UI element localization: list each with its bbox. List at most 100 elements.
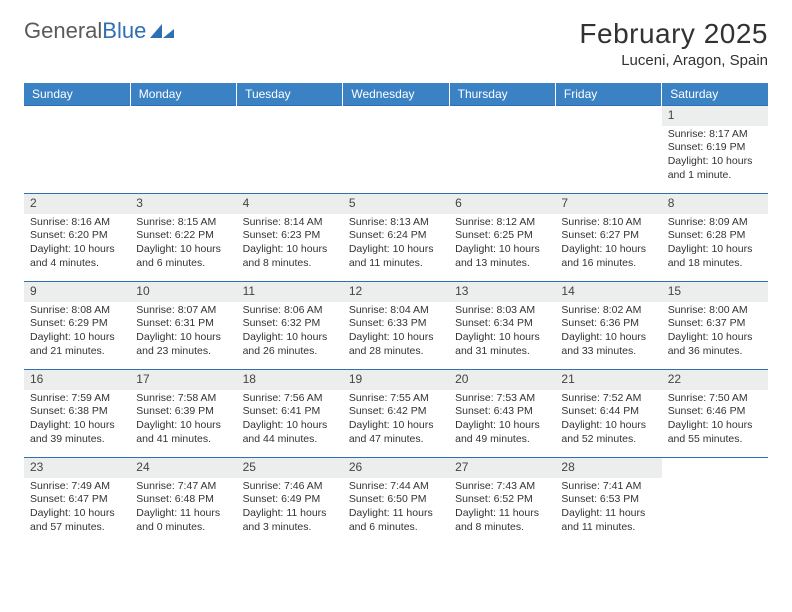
day-body: Sunrise: 8:02 AMSunset: 6:36 PMDaylight:… [555,302,661,363]
day-body: Sunrise: 7:43 AMSunset: 6:52 PMDaylight:… [449,478,555,539]
daylight-line: Daylight: 10 hours and 21 minutes. [30,331,124,358]
day-number: 23 [24,458,130,478]
daylight-line: Daylight: 10 hours and 13 minutes. [455,243,549,270]
day-number: 24 [130,458,236,478]
sunset-line: Sunset: 6:52 PM [455,493,549,507]
calendar-cell: 26Sunrise: 7:44 AMSunset: 6:50 PMDayligh… [343,458,449,546]
daylight-line: Daylight: 10 hours and 26 minutes. [243,331,337,358]
day-body: Sunrise: 8:06 AMSunset: 6:32 PMDaylight:… [237,302,343,363]
sunset-line: Sunset: 6:25 PM [455,229,549,243]
day-body: Sunrise: 7:59 AMSunset: 6:38 PMDaylight:… [24,390,130,451]
calendar-cell: 25Sunrise: 7:46 AMSunset: 6:49 PMDayligh… [237,458,343,546]
calendar-cell: 9Sunrise: 8:08 AMSunset: 6:29 PMDaylight… [24,282,130,370]
day-number: 9 [24,282,130,302]
weekday-header: Monday [130,83,236,106]
weekday-header: Friday [555,83,661,106]
calendar-cell: 24Sunrise: 7:47 AMSunset: 6:48 PMDayligh… [130,458,236,546]
calendar-cell [237,106,343,194]
sunset-line: Sunset: 6:23 PM [243,229,337,243]
day-number: 25 [237,458,343,478]
calendar-cell: 13Sunrise: 8:03 AMSunset: 6:34 PMDayligh… [449,282,555,370]
day-body: Sunrise: 7:58 AMSunset: 6:39 PMDaylight:… [130,390,236,451]
sunrise-line: Sunrise: 8:08 AM [30,304,124,318]
header: GeneralBlue February 2025 Luceni, Aragon… [24,18,768,69]
daylight-line: Daylight: 10 hours and 28 minutes. [349,331,443,358]
logo-sail-icon [148,22,176,40]
day-body: Sunrise: 8:00 AMSunset: 6:37 PMDaylight:… [662,302,768,363]
daylight-line: Daylight: 10 hours and 1 minute. [668,155,762,182]
sunrise-line: Sunrise: 8:17 AM [668,128,762,142]
calendar-cell: 18Sunrise: 7:56 AMSunset: 6:41 PMDayligh… [237,370,343,458]
sunset-line: Sunset: 6:38 PM [30,405,124,419]
weekday-header: Sunday [24,83,130,106]
sunset-line: Sunset: 6:39 PM [136,405,230,419]
day-number: 14 [555,282,661,302]
day-number: 2 [24,194,130,214]
sunset-line: Sunset: 6:41 PM [243,405,337,419]
calendar-cell [555,106,661,194]
logo-word-blue: Blue [102,18,146,44]
calendar-cell: 22Sunrise: 7:50 AMSunset: 6:46 PMDayligh… [662,370,768,458]
sunset-line: Sunset: 6:36 PM [561,317,655,331]
day-body: Sunrise: 7:49 AMSunset: 6:47 PMDaylight:… [24,478,130,539]
weekday-header: Saturday [662,83,768,106]
calendar-cell [130,106,236,194]
sunrise-line: Sunrise: 7:49 AM [30,480,124,494]
day-number: 4 [237,194,343,214]
sunrise-line: Sunrise: 8:04 AM [349,304,443,318]
sunset-line: Sunset: 6:27 PM [561,229,655,243]
calendar-body: 1Sunrise: 8:17 AMSunset: 6:19 PMDaylight… [24,106,768,546]
sunrise-line: Sunrise: 7:41 AM [561,480,655,494]
calendar-cell: 1Sunrise: 8:17 AMSunset: 6:19 PMDaylight… [662,106,768,194]
calendar-row: 9Sunrise: 8:08 AMSunset: 6:29 PMDaylight… [24,282,768,370]
title-block: February 2025 Luceni, Aragon, Spain [579,18,768,69]
calendar-cell [449,106,555,194]
calendar-cell: 10Sunrise: 8:07 AMSunset: 6:31 PMDayligh… [130,282,236,370]
day-number: 22 [662,370,768,390]
calendar-cell: 2Sunrise: 8:16 AMSunset: 6:20 PMDaylight… [24,194,130,282]
day-body: Sunrise: 8:16 AMSunset: 6:20 PMDaylight:… [24,214,130,275]
day-number: 28 [555,458,661,478]
sunrise-line: Sunrise: 7:43 AM [455,480,549,494]
daylight-line: Daylight: 10 hours and 41 minutes. [136,419,230,446]
daylight-line: Daylight: 10 hours and 31 minutes. [455,331,549,358]
sunset-line: Sunset: 6:31 PM [136,317,230,331]
calendar-cell: 6Sunrise: 8:12 AMSunset: 6:25 PMDaylight… [449,194,555,282]
sunset-line: Sunset: 6:33 PM [349,317,443,331]
daylight-line: Daylight: 10 hours and 11 minutes. [349,243,443,270]
day-body: Sunrise: 8:04 AMSunset: 6:33 PMDaylight:… [343,302,449,363]
calendar-cell [343,106,449,194]
day-body: Sunrise: 8:12 AMSunset: 6:25 PMDaylight:… [449,214,555,275]
calendar-cell: 20Sunrise: 7:53 AMSunset: 6:43 PMDayligh… [449,370,555,458]
daylight-line: Daylight: 10 hours and 47 minutes. [349,419,443,446]
day-body: Sunrise: 7:46 AMSunset: 6:49 PMDaylight:… [237,478,343,539]
sunset-line: Sunset: 6:43 PM [455,405,549,419]
weekday-header-row: Sunday Monday Tuesday Wednesday Thursday… [24,83,768,106]
day-body: Sunrise: 8:14 AMSunset: 6:23 PMDaylight:… [237,214,343,275]
calendar-cell: 23Sunrise: 7:49 AMSunset: 6:47 PMDayligh… [24,458,130,546]
sunrise-line: Sunrise: 7:44 AM [349,480,443,494]
sunrise-line: Sunrise: 8:09 AM [668,216,762,230]
sunrise-line: Sunrise: 8:16 AM [30,216,124,230]
calendar-cell: 27Sunrise: 7:43 AMSunset: 6:52 PMDayligh… [449,458,555,546]
daylight-line: Daylight: 10 hours and 55 minutes. [668,419,762,446]
calendar-cell: 8Sunrise: 8:09 AMSunset: 6:28 PMDaylight… [662,194,768,282]
day-number: 21 [555,370,661,390]
daylight-line: Daylight: 10 hours and 6 minutes. [136,243,230,270]
calendar-cell: 15Sunrise: 8:00 AMSunset: 6:37 PMDayligh… [662,282,768,370]
sunset-line: Sunset: 6:50 PM [349,493,443,507]
calendar-cell: 7Sunrise: 8:10 AMSunset: 6:27 PMDaylight… [555,194,661,282]
day-number: 3 [130,194,236,214]
weekday-header: Thursday [449,83,555,106]
day-body: Sunrise: 8:13 AMSunset: 6:24 PMDaylight:… [343,214,449,275]
day-number: 18 [237,370,343,390]
sunset-line: Sunset: 6:32 PM [243,317,337,331]
day-body: Sunrise: 8:17 AMSunset: 6:19 PMDaylight:… [662,126,768,187]
day-body: Sunrise: 8:15 AMSunset: 6:22 PMDaylight:… [130,214,236,275]
sunset-line: Sunset: 6:49 PM [243,493,337,507]
daylight-line: Daylight: 10 hours and 33 minutes. [561,331,655,358]
calendar-cell: 21Sunrise: 7:52 AMSunset: 6:44 PMDayligh… [555,370,661,458]
day-number: 16 [24,370,130,390]
daylight-line: Daylight: 10 hours and 8 minutes. [243,243,337,270]
sunset-line: Sunset: 6:42 PM [349,405,443,419]
